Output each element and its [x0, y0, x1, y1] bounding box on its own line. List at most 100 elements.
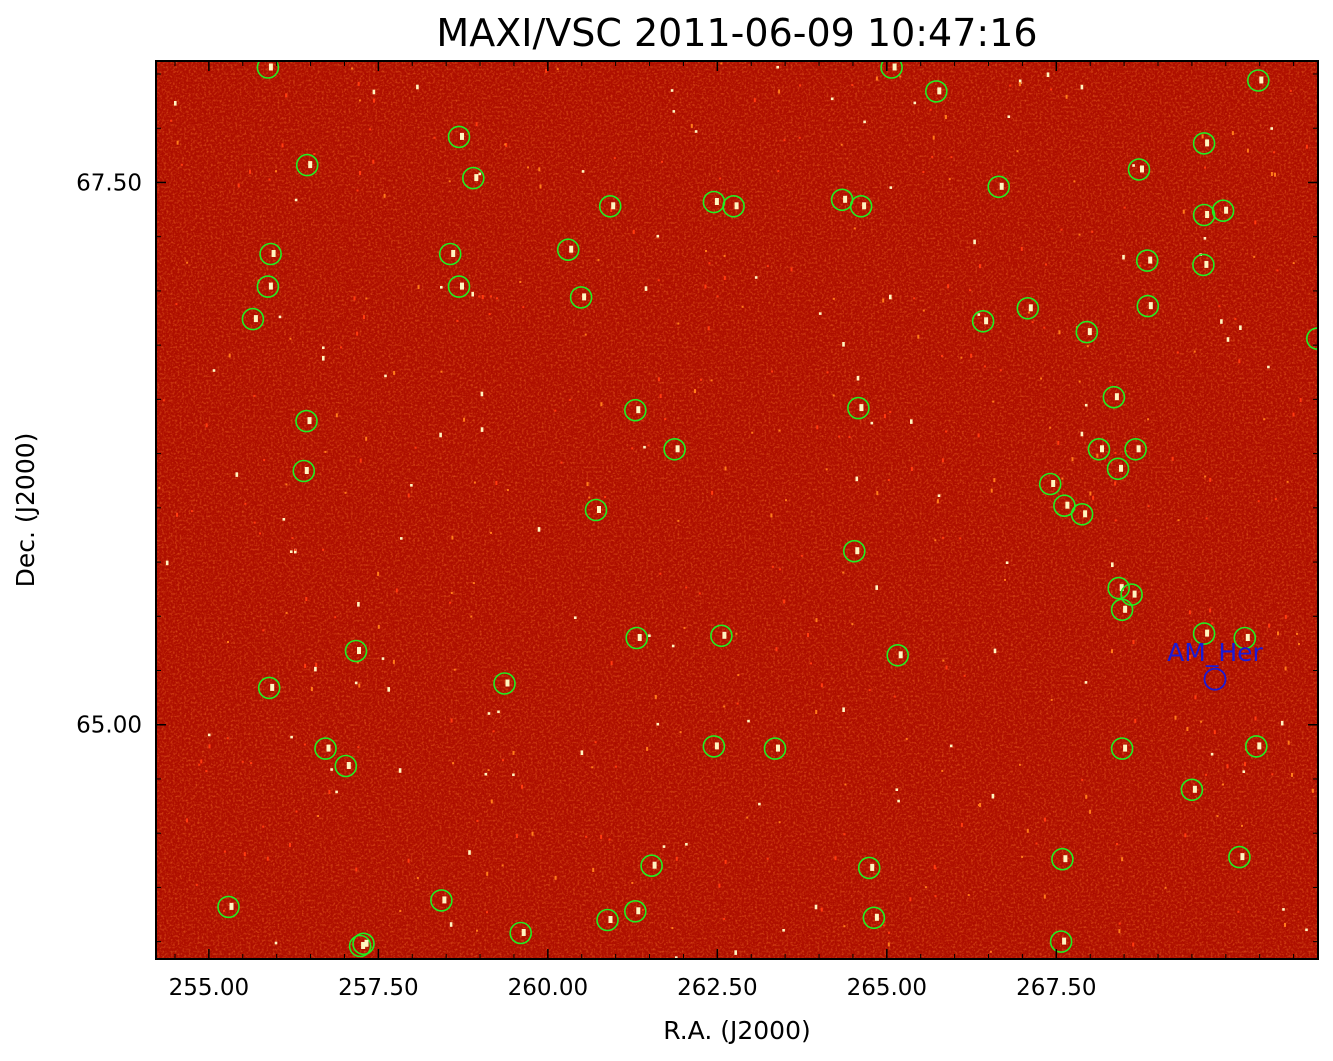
- source-marker: [1192, 622, 1216, 645]
- hot-pixel: [475, 122, 478, 127]
- hot-pixel: [1305, 144, 1308, 149]
- hot-pixel: [290, 550, 293, 553]
- hot-pixel: [315, 662, 318, 667]
- hot-pixel: [250, 762, 252, 765]
- hot-pixel: [574, 616, 577, 619]
- hot-pixel: [392, 659, 395, 664]
- source-blob: [1205, 211, 1210, 218]
- hot-pixel: [1311, 788, 1314, 793]
- source-marker: [1051, 847, 1074, 871]
- hot-pixel: [1289, 89, 1292, 92]
- hot-pixel: [1084, 681, 1088, 684]
- source-marker: [352, 932, 375, 956]
- hot-pixel: [1031, 321, 1034, 324]
- hot-pixel: [1270, 127, 1273, 130]
- x-tick-label: 262.50: [677, 975, 757, 1001]
- source-marker: [493, 672, 516, 695]
- hot-pixel: [723, 917, 726, 920]
- x-tick-label: 255.00: [169, 975, 249, 1001]
- hot-pixel: [356, 661, 359, 664]
- source-marker: [259, 242, 282, 266]
- hot-pixel: [807, 633, 809, 637]
- hot-pixel: [851, 623, 854, 626]
- hot-pixel: [842, 707, 845, 712]
- hot-pixel: [711, 490, 714, 495]
- hot-pixel: [897, 799, 900, 803]
- hot-pixel: [1237, 910, 1240, 913]
- hot-pixel: [832, 394, 835, 397]
- hot-pixel: [883, 414, 886, 419]
- hot-pixel: [783, 599, 786, 604]
- hot-pixel: [671, 927, 674, 929]
- hot-pixel: [960, 822, 963, 827]
- hot-pixel: [913, 101, 917, 105]
- hot-pixel: [285, 611, 288, 614]
- hot-pixel: [1211, 622, 1214, 625]
- source-marker: [763, 737, 787, 760]
- hot-pixel: [1267, 365, 1270, 369]
- hot-pixel: [736, 702, 739, 705]
- hot-pixel: [294, 198, 298, 202]
- source-blob: [898, 651, 903, 659]
- hot-pixel: [580, 750, 584, 755]
- hot-pixel: [335, 790, 338, 794]
- source-blob: [1119, 584, 1124, 592]
- hot-pixel: [243, 852, 246, 857]
- hot-pixel: [495, 481, 498, 485]
- hot-pixel: [472, 582, 475, 585]
- hot-pixel: [259, 532, 261, 535]
- hot-pixel: [176, 140, 179, 145]
- hot-pixel: [685, 586, 688, 589]
- hot-pixel: [176, 512, 178, 517]
- hot-pixel: [888, 931, 890, 934]
- hot-pixel: [241, 760, 244, 763]
- hot-pixel: [162, 399, 165, 402]
- hot-pixel: [816, 425, 819, 430]
- hot-pixel: [158, 486, 161, 489]
- source-blob: [1257, 742, 1262, 750]
- hot-pixel: [1274, 498, 1277, 501]
- hot-pixel: [944, 115, 947, 119]
- hot-pixel: [1134, 718, 1137, 723]
- hot-pixel: [304, 663, 307, 668]
- source-marker: [256, 61, 280, 79]
- labeled-source-marker: [1203, 667, 1227, 691]
- hot-pixel: [487, 769, 490, 772]
- hot-pixel: [979, 264, 981, 269]
- hot-pixel: [843, 833, 846, 836]
- hot-pixel: [983, 365, 986, 368]
- hot-pixel: [659, 394, 662, 399]
- hot-pixel: [539, 184, 542, 189]
- hot-pixel: [334, 616, 337, 619]
- hot-pixel: [1147, 505, 1150, 508]
- hot-pixel: [512, 773, 515, 777]
- hot-pixel: [814, 904, 818, 910]
- hot-pixel: [947, 284, 950, 289]
- source-blob: [270, 683, 275, 691]
- hot-pixel: [913, 297, 916, 300]
- hot-pixel: [1280, 720, 1284, 726]
- source-marker: [623, 398, 647, 422]
- hot-pixel: [487, 712, 491, 715]
- hot-pixel: [1078, 380, 1081, 383]
- hot-pixel: [747, 719, 750, 723]
- source-marker: [710, 624, 733, 648]
- hot-pixel: [694, 389, 696, 394]
- hot-pixel: [358, 99, 361, 102]
- hot-pixel: [205, 423, 208, 428]
- hot-pixel: [414, 446, 417, 449]
- hot-pixel: [992, 400, 995, 403]
- source-marker: [1110, 737, 1134, 760]
- hot-pixel: [449, 601, 452, 604]
- hot-pixel: [941, 769, 944, 772]
- source-marker: [1107, 576, 1130, 600]
- hot-pixel: [1085, 794, 1088, 799]
- hot-pixel: [1305, 928, 1308, 932]
- hot-pixel: [815, 710, 818, 714]
- hot-pixel: [675, 956, 678, 959]
- source-blob: [652, 861, 657, 869]
- source-marker: [1245, 735, 1268, 758]
- hot-pixel: [798, 136, 801, 139]
- hot-pixel: [779, 568, 782, 571]
- hot-pixel: [741, 305, 744, 308]
